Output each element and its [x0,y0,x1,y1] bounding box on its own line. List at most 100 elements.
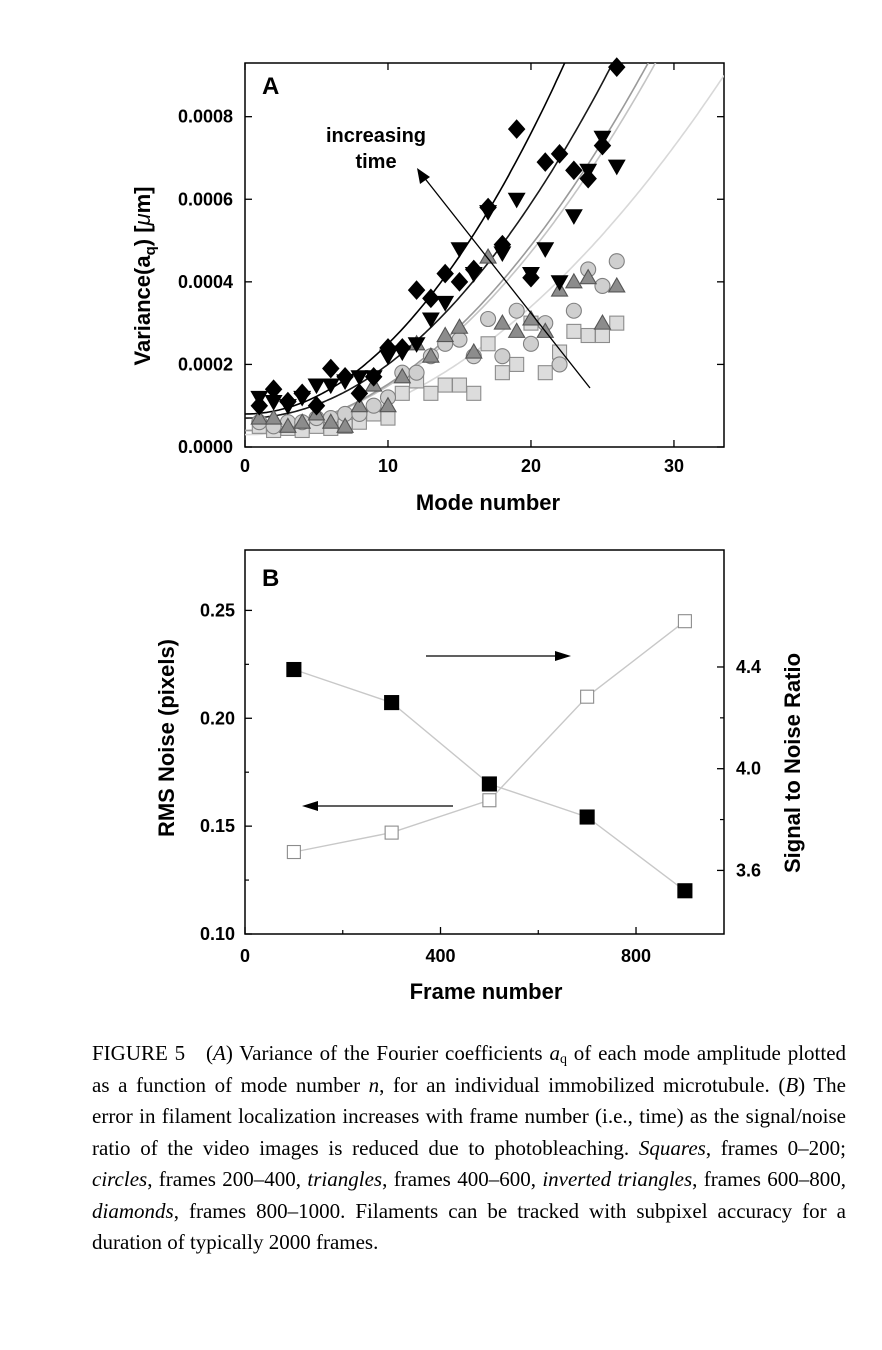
panel-b-series-lines [293,620,686,892]
data-point-diamond [336,366,354,387]
panel-b-data-points [286,614,693,899]
caption-text: , frames 0–200; [705,1135,846,1160]
data-point-triangle [579,268,598,285]
y-tick-label: 0.0008 [178,107,233,127]
data-point-triangle [379,396,397,413]
data-point-diamond [250,395,269,416]
data-point-diamond [507,119,526,139]
data-point-diamond [550,144,569,164]
data-point-square-filled [579,809,595,825]
data-point-triangle [264,408,283,425]
arrow-to-right-axis [426,651,571,661]
data-point-circle [408,364,425,381]
data-point-circle [494,348,511,365]
data-point-square [380,410,396,426]
data-point-diamond [279,391,297,412]
data-point-circle [365,397,382,414]
data-point-triangle [421,347,440,363]
data-point-triangle [450,318,469,334]
panel-b-letter: B [262,565,279,592]
caption-b-letter: B [785,1072,799,1097]
data-point-triangle-down [321,378,340,395]
data-point-square [537,365,553,381]
data-point-triangle-down [536,242,555,258]
caption-text: The error in filament localization incre… [92,1072,847,1160]
fit-curve-triangle [245,63,650,432]
data-point-triangle [464,342,483,359]
x-tick-label: 30 [664,456,684,476]
caption-aq: a [549,1041,560,1065]
data-point-triangle [321,413,340,429]
y-tick-label: 0.0000 [178,437,233,457]
x-tick-label: 0 [240,456,250,476]
data-point-circle [480,310,497,328]
caption-b-close: ) [798,1072,806,1097]
caption-text: , frames 600–800, [692,1167,847,1191]
data-point-diamond [479,197,497,218]
data-point-square [594,327,611,344]
data-point-square [609,315,625,331]
data-point-diamond [379,338,397,358]
increasing-time-label-line2: time [355,151,396,173]
data-point-diamond [579,168,597,189]
data-point-square [509,356,525,372]
panel-a-letter: A [262,73,279,100]
data-point-circle [551,356,568,373]
caption-label: FIGURE 5 [92,1041,186,1065]
y-tick-label: 0.10 [200,924,235,944]
data-point-diamond [536,152,555,172]
data-point-square [437,377,453,393]
data-point-circle [608,253,625,270]
data-point-diamond [465,259,483,280]
data-point-diamond [450,272,469,292]
y-tick-label: 0.15 [200,816,235,836]
panel-a-data-points [250,57,626,439]
x-tick-label: 20 [521,456,541,476]
data-point-circle [508,302,525,319]
arrow-to-left-axis [302,801,453,811]
data-point-triangle [250,408,269,425]
y2-tick-label: 3.6 [736,860,761,880]
panel-b-left-axis-title: RMS Noise (pixels) [154,639,179,837]
panel-a-fit-curves [245,63,724,436]
data-point-square-open [286,844,301,860]
y2-tick-label: 4.0 [736,759,761,779]
data-point-triangle [493,314,512,330]
data-point-diamond [350,383,369,404]
data-point-diamond [393,338,412,358]
data-point-triangle-down [436,295,455,312]
data-point-triangle [350,396,369,413]
data-point-triangle [393,367,412,384]
panel-b-x-axis-title: Frame number [410,979,563,1004]
data-point-diamond [407,280,426,300]
x-tick-label: 0 [240,946,250,966]
y2-tick-label: 4.4 [736,657,761,677]
data-point-circle [451,331,468,348]
panel-b-frame [244,549,725,935]
data-point-triangle-down [564,209,583,225]
caption-squares: Squares [638,1135,706,1160]
data-point-triangle-down [421,312,440,329]
data-point-diamond [493,234,512,255]
y-tick-label: 0.0002 [178,354,233,374]
data-point-triangle-down [307,378,326,395]
caption-inverted-triangles: inverted triangles [542,1167,693,1191]
fit-curve-circle [245,63,657,432]
caption-a-open: ( [206,1041,214,1065]
data-point-triangle [593,314,612,330]
data-point-circle [594,277,611,295]
data-point-square-filled [384,695,400,711]
data-point-diamond [364,366,383,387]
caption-aq-subscript: q [559,1052,567,1067]
data-point-triangle [564,272,583,289]
data-point-triangle [507,322,526,338]
caption-diamonds: diamonds [92,1198,174,1223]
y-tick-label: 0.0006 [178,189,233,209]
data-point-diamond [322,358,340,379]
panel-b-axes: 0 400 800 0.10 0.15 0.20 0.25 3.6 4.0 4.4 [200,600,761,966]
data-point-square [494,365,510,381]
panel-b-chart: 0 400 800 0.10 0.15 0.20 0.25 3.6 4.0 4.4 B Frame… [154,549,805,1004]
data-point-triangle-down [550,275,569,291]
data-point-diamond [293,383,311,404]
data-point-circle [565,302,582,319]
